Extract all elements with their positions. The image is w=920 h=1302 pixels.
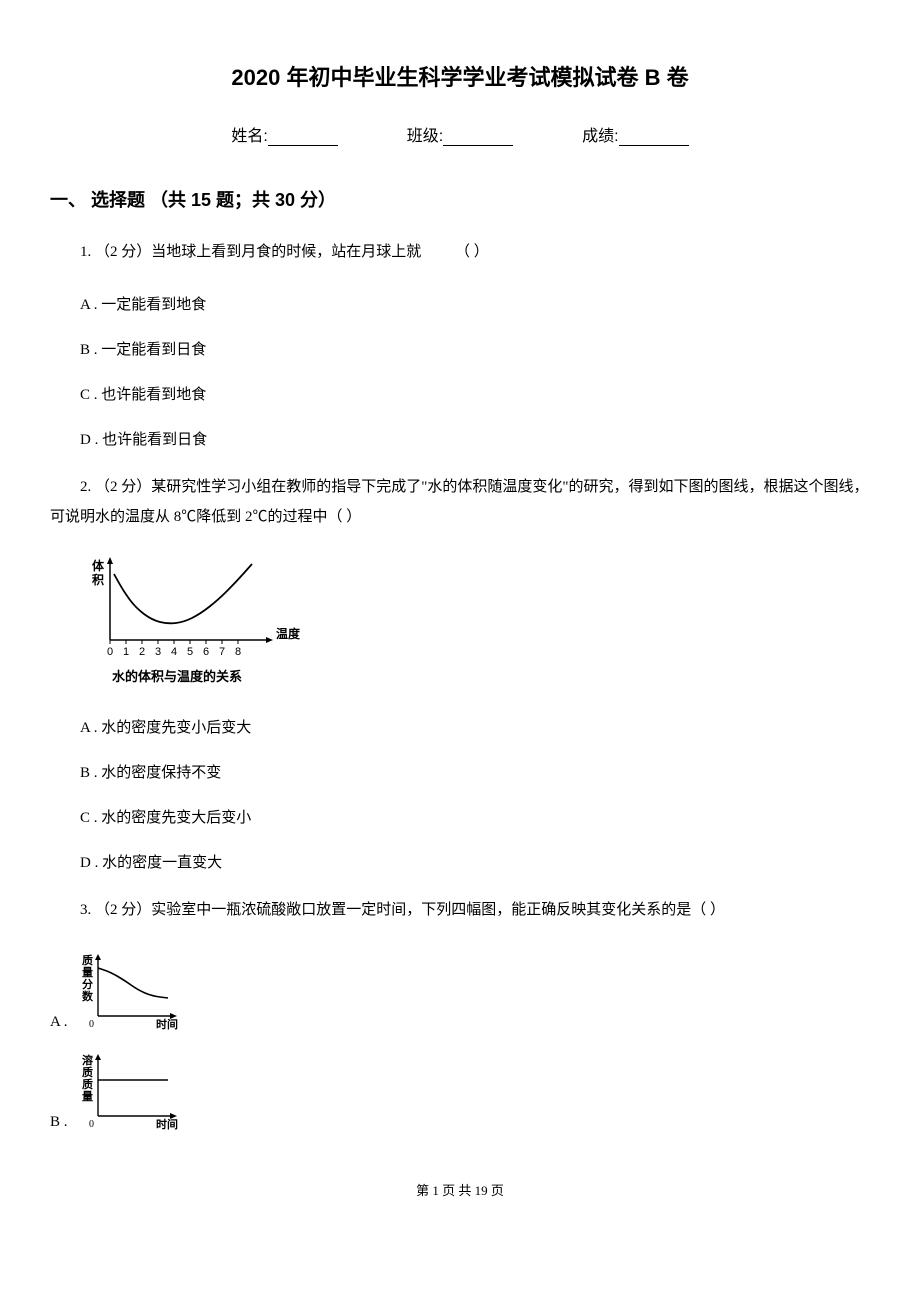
svg-text:5: 5 (187, 646, 193, 658)
score-blank (619, 129, 689, 146)
page-title: 2020 年初中毕业生科学学业考试模拟试卷 B 卷 (50, 60, 870, 92)
class-label: 班级: (407, 128, 443, 145)
q3-chart-a: 质量分数 0 时间 (76, 950, 186, 1040)
q2-chart: 体积 012345678 温度/℃ 水的体积与温度的关系 (80, 552, 870, 685)
svg-text:积: 积 (92, 572, 104, 587)
q3-stem: 3. （2 分）实验室中一瓶浓硫酸敞口放置一定时间，下列四幅图，能正确反映其变化… (50, 895, 870, 925)
q2-chart-svg: 体积 012345678 温度/℃ (80, 552, 300, 662)
svg-text:时间: 时间 (156, 1117, 178, 1130)
q3-option-a-label: A . (50, 1009, 68, 1040)
q2-option-a: A . 水的密度先变小后变大 (50, 715, 870, 742)
q3-option-b-label: B . (50, 1109, 68, 1140)
q1-option-d: D . 也许能看到日食 (50, 427, 870, 454)
info-line: 姓名: 班级: 成绩: (50, 122, 870, 146)
svg-text:分: 分 (82, 977, 93, 991)
q1-stem-text: 1. （2 分）当地球上看到月食的时候，站在月球上就 (80, 244, 421, 260)
svg-text:质: 质 (82, 1065, 93, 1079)
svg-text:6: 6 (203, 646, 209, 658)
section-heading: 一、 选择题 （共 15 题；共 30 分） (50, 186, 870, 212)
svg-text:7: 7 (219, 646, 225, 658)
q3-chart-b: 溶质质量 0 时间 (76, 1050, 186, 1140)
q3-chart-a-svg: 质量分数 0 时间 (76, 950, 186, 1030)
q2-option-d: D . 水的密度一直变大 (50, 850, 870, 877)
svg-text:4: 4 (171, 646, 177, 658)
name-blank (268, 129, 338, 146)
q1-option-c: C . 也许能看到地食 (50, 382, 870, 409)
svg-text:质: 质 (82, 953, 93, 967)
score-label: 成绩: (582, 128, 618, 145)
svg-text:时间: 时间 (156, 1017, 178, 1030)
svg-text:1: 1 (123, 646, 129, 658)
svg-text:量: 量 (82, 966, 93, 979)
q1-option-a: A . 一定能看到地食 (50, 292, 870, 319)
name-label: 姓名: (231, 128, 267, 145)
svg-text:0: 0 (107, 646, 113, 658)
svg-text:体: 体 (92, 558, 105, 573)
q3-option-b: B . 溶质质量 0 时间 (50, 1050, 870, 1140)
svg-text:质: 质 (82, 1077, 93, 1091)
svg-text:3: 3 (155, 646, 161, 658)
svg-text:0: 0 (89, 1119, 94, 1130)
q2-chart-caption: 水的体积与温度的关系 (112, 666, 870, 685)
svg-text:温度/℃: 温度/℃ (276, 626, 300, 641)
page-footer: 第 1 页 共 19 页 (50, 1180, 870, 1199)
svg-text:数: 数 (82, 989, 94, 1003)
q3-chart-b-svg: 溶质质量 0 时间 (76, 1050, 186, 1130)
svg-text:8: 8 (235, 646, 241, 658)
q3-option-a: A . 质量分数 0 时间 (50, 950, 870, 1040)
q2-stem: 2. （2 分）某研究性学习小组在教师的指导下完成了"水的体积随温度变化"的研究… (50, 472, 870, 532)
q1-stem: 1. （2 分）当地球上看到月食的时候，站在月球上就 （ ） (50, 237, 870, 267)
q2-option-c: C . 水的密度先变大后变小 (50, 805, 870, 832)
q1-paren: （ ） (425, 237, 485, 267)
q1-option-b: B . 一定能看到日食 (50, 337, 870, 364)
svg-text:溶: 溶 (82, 1053, 93, 1067)
svg-text:2: 2 (139, 646, 145, 658)
svg-text:量: 量 (82, 1090, 93, 1103)
q2-option-b: B . 水的密度保持不变 (50, 760, 870, 787)
svg-text:0: 0 (89, 1019, 94, 1030)
class-blank (443, 129, 513, 146)
